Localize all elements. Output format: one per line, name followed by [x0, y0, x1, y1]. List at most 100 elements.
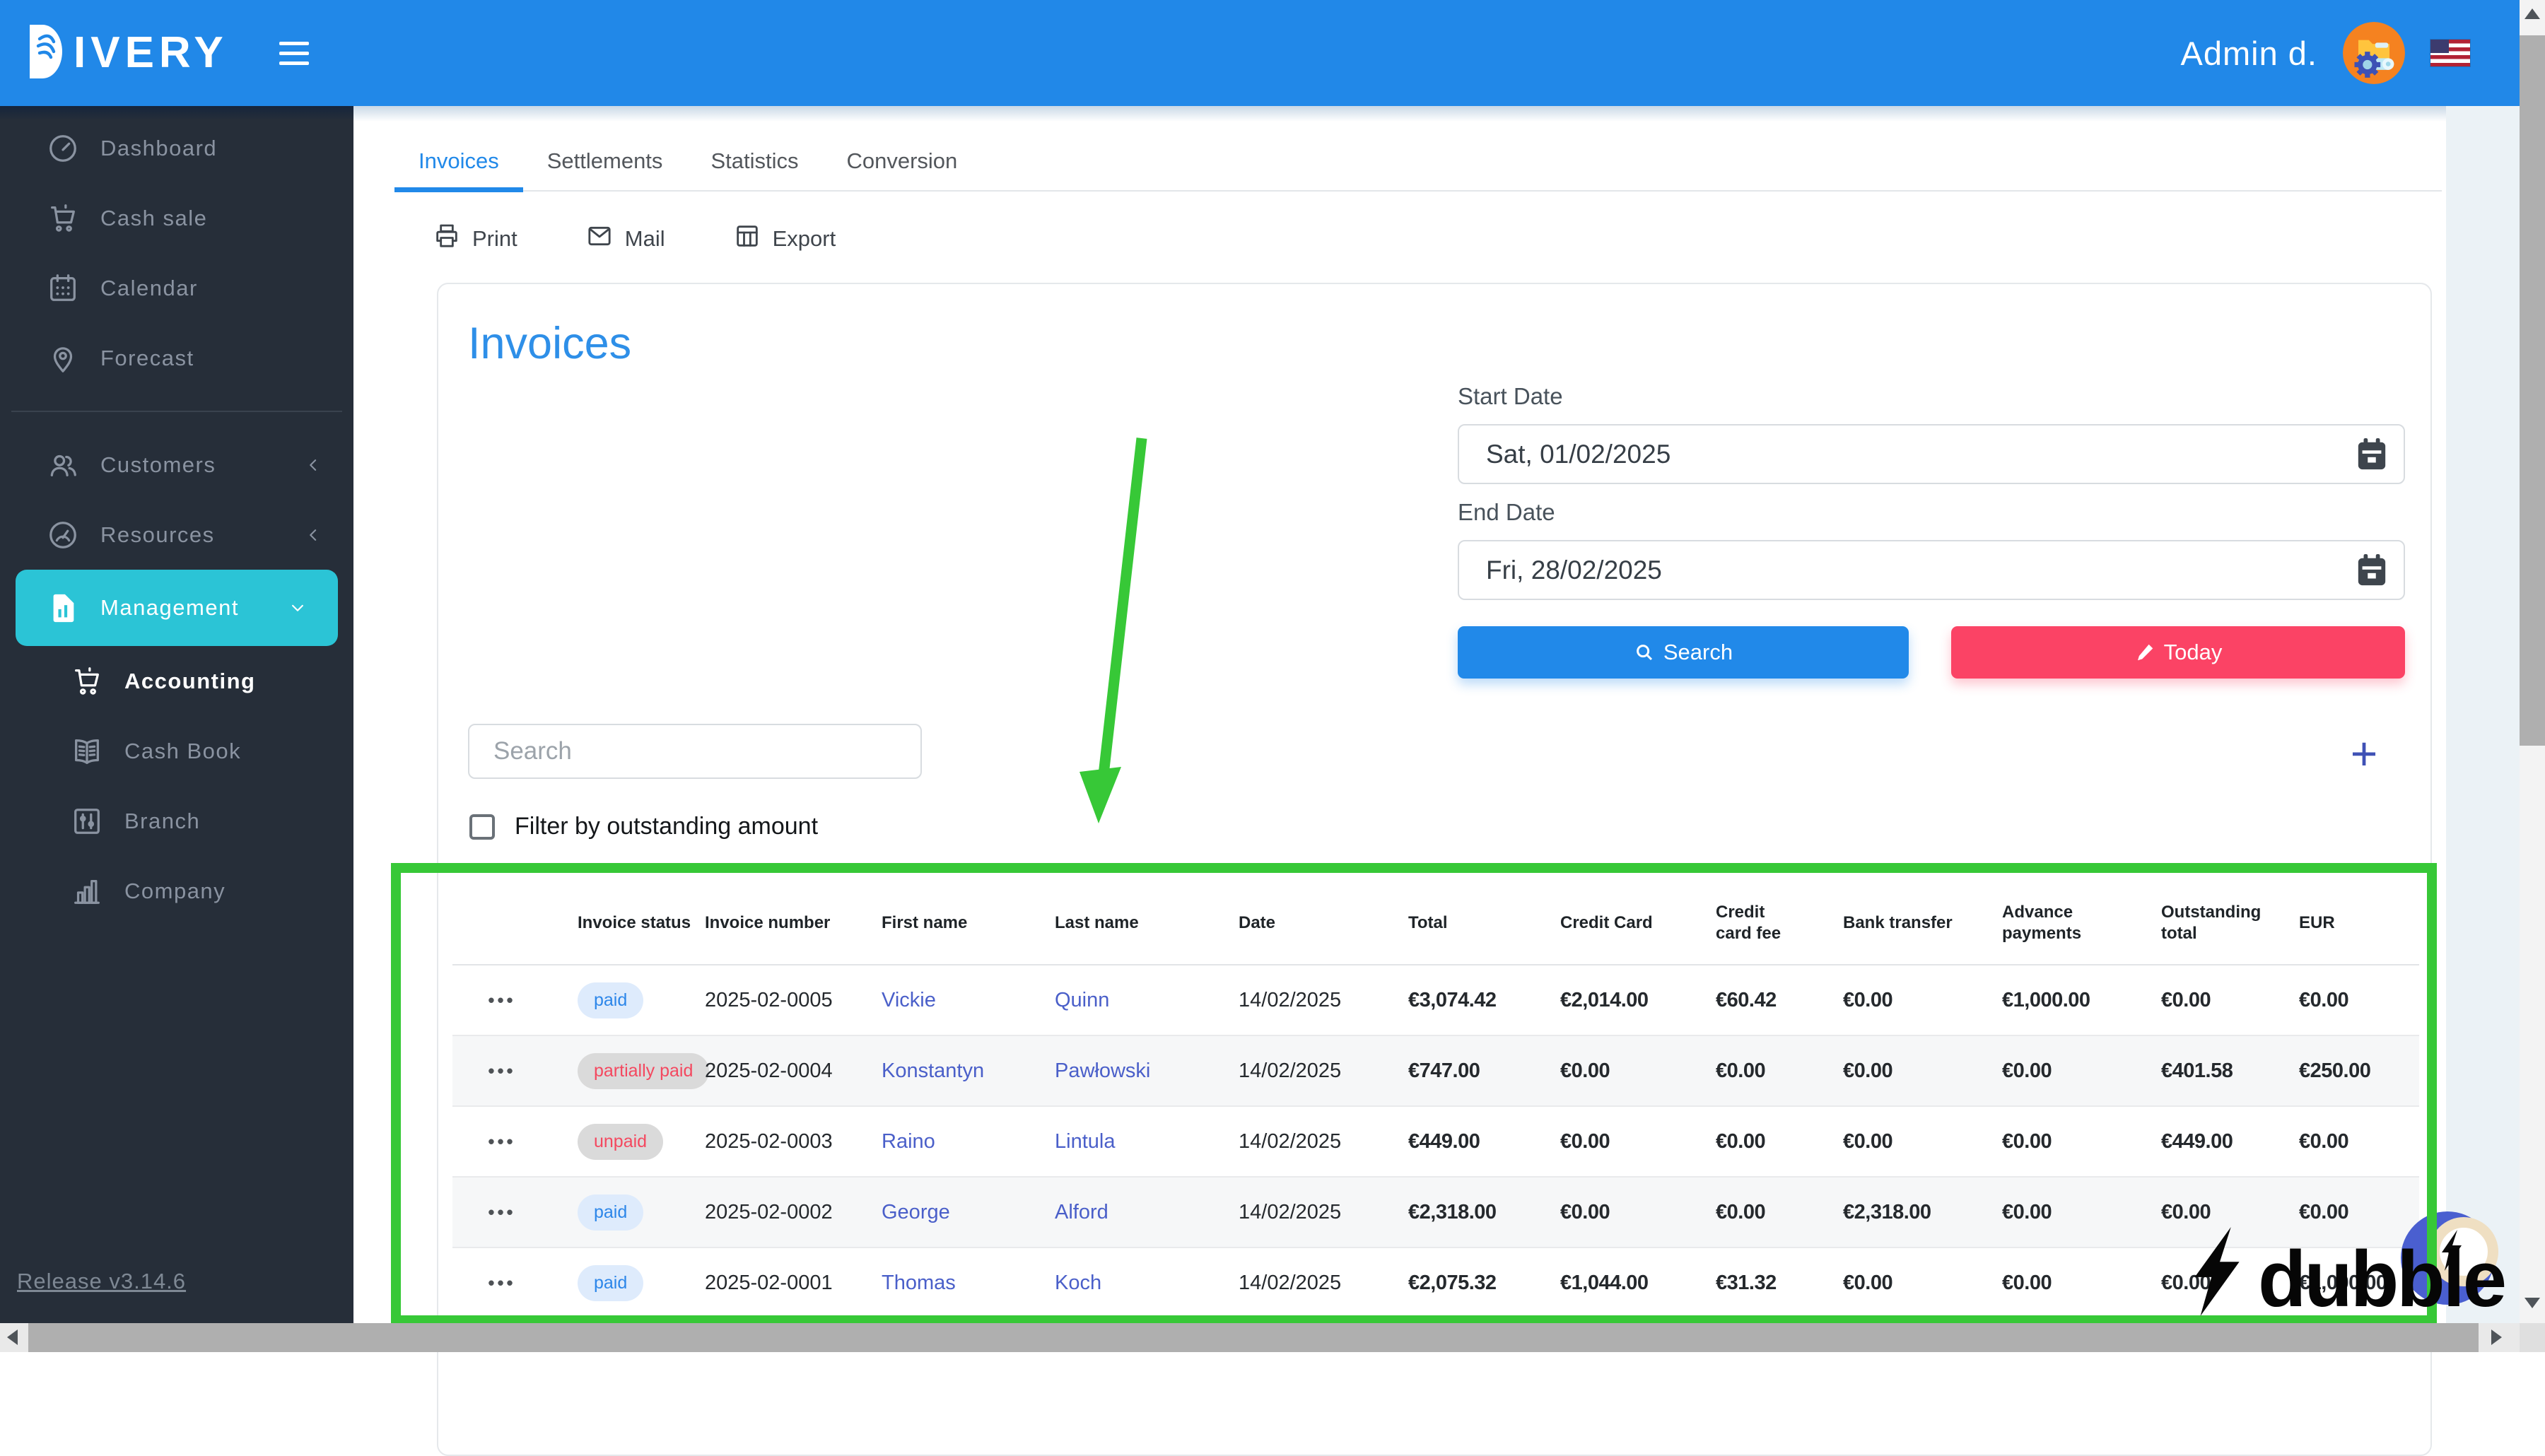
status-badge: paid: [578, 982, 644, 1018]
sidebar-item-management[interactable]: Management: [16, 570, 338, 646]
sidebar-item-branch[interactable]: Branch: [0, 786, 353, 856]
amount-credit-card-fee: €0.00: [1690, 1105, 1817, 1177]
tab-bar-divider: [394, 190, 2442, 192]
sidebar-item-customers[interactable]: Customers: [0, 430, 353, 500]
column-header-bank-transfer: Bank transfer: [1817, 882, 1976, 965]
column-header-advance-payments: Advance payments: [1976, 882, 2135, 965]
horizontal-scrollbar-thumb[interactable]: [28, 1323, 2479, 1352]
dubble-bolt-icon: [2442, 1230, 2462, 1271]
tab-settlements[interactable]: Settlements: [546, 148, 663, 173]
first-name-link[interactable]: George: [882, 1200, 950, 1223]
sidebar: Dashboard Cash sale Calendar Forecast Custom…: [0, 106, 353, 1323]
tab-invoices[interactable]: Invoices: [394, 131, 523, 192]
horizontal-scrollbar[interactable]: [0, 1323, 2520, 1352]
first-name-link[interactable]: Raino: [882, 1129, 935, 1153]
today-button[interactable]: Today: [1951, 626, 2405, 679]
scroll-up-arrow-icon[interactable]: [2524, 8, 2540, 19]
speedometer-icon: [47, 132, 79, 165]
row-menu-icon[interactable]: •••: [484, 989, 520, 1012]
scroll-left-arrow-icon[interactable]: [7, 1329, 18, 1345]
amount-advance-payments: €1,000.00: [2002, 988, 2090, 1011]
table-row: ••• unpaid 2025-02-0003 Raino Lintula 14/02/2…: [452, 1105, 2419, 1177]
tab-conversion[interactable]: Conversion: [846, 148, 958, 173]
amount-eur: €250.00: [2273, 1035, 2419, 1106]
invoice-number: 2025-02-0003: [679, 1105, 855, 1177]
release-version-link[interactable]: Release v3.14.6: [17, 1269, 187, 1293]
export-button[interactable]: Export: [729, 221, 841, 257]
sidebar-item-cash-sale[interactable]: Cash sale: [0, 183, 353, 253]
amount-total: €747.00: [1382, 1035, 1534, 1106]
amount-credit-card: €1,044.00: [1534, 1247, 1690, 1319]
bar-chart-icon: [71, 875, 103, 908]
search-icon: [1637, 645, 1652, 661]
first-name-link[interactable]: Thomas: [882, 1271, 956, 1294]
amount-credit-card: €2,014.00: [1560, 988, 1649, 1011]
first-name-link[interactable]: Konstantyn: [882, 1059, 985, 1082]
user-avatar[interactable]: [2343, 22, 2405, 84]
filter-outstanding-row: Filter by outstanding amount: [469, 813, 818, 840]
table-header-row: Invoice status Invoice number First name La…: [452, 882, 2419, 965]
table-search-input[interactable]: [468, 724, 922, 779]
column-header-first-name: First name: [855, 882, 1029, 965]
column-header-date: Date: [1212, 882, 1382, 965]
app-logo: IVERY: [25, 22, 228, 85]
pencil-icon: [2137, 644, 2153, 661]
filter-outstanding-checkbox[interactable]: [469, 814, 495, 840]
chevron-left-icon: [303, 524, 324, 546]
scroll-down-arrow-icon[interactable]: [2524, 1298, 2540, 1308]
sliders-icon: [71, 805, 103, 838]
end-date-label: End Date: [1458, 499, 1555, 525]
table-row: ••• paid 2025-02-0001 Thomas Koch 14/02/2025 €…: [452, 1247, 2419, 1319]
invoice-number: 2025-02-0001: [679, 1247, 855, 1319]
last-name-link[interactable]: Alford: [1055, 1200, 1108, 1223]
column-header-credit-card-fee: Credit card fee: [1690, 882, 1817, 965]
row-menu-icon[interactable]: •••: [484, 1201, 520, 1224]
row-menu-icon[interactable]: •••: [484, 1272, 520, 1295]
amount-bank-transfer: €0.00: [1817, 1105, 1976, 1177]
search-button[interactable]: Search: [1458, 626, 1909, 679]
sidebar-item-calendar[interactable]: Calendar: [0, 253, 353, 323]
last-name-link[interactable]: Koch: [1055, 1271, 1102, 1294]
page-title: Invoices: [468, 319, 632, 368]
sidebar-item-resources[interactable]: Resources: [0, 500, 353, 570]
mail-button[interactable]: Mail: [581, 221, 669, 257]
invoice-date: 14/02/2025: [1212, 1035, 1382, 1106]
last-name-link[interactable]: Pawłowski: [1055, 1059, 1151, 1082]
invoices-table: Invoice status Invoice number First name La…: [452, 882, 2419, 1319]
status-badge: paid: [578, 1264, 644, 1301]
filter-outstanding-label: Filter by outstanding amount: [515, 813, 819, 840]
column-header-invoice-status: Invoice status: [551, 882, 691, 965]
sidebar-item-forecast[interactable]: Forecast: [0, 323, 353, 393]
user-menu[interactable]: Admin d.: [2180, 34, 2317, 72]
language-us-flag-icon[interactable]: [2430, 40, 2470, 66]
column-header-outstanding-total: Outstanding total: [2135, 882, 2273, 965]
scroll-right-arrow-icon[interactable]: [2491, 1329, 2502, 1345]
amount-total: €449.00: [1382, 1105, 1534, 1177]
sidebar-item-company[interactable]: Company: [0, 856, 353, 926]
column-header-eur: EUR: [2273, 882, 2419, 965]
vertical-scrollbar[interactable]: [2520, 0, 2545, 1323]
hamburger-menu-icon[interactable]: [274, 36, 315, 71]
amount-credit-card-fee: €31.32: [1690, 1247, 1817, 1319]
start-date-input[interactable]: [1458, 424, 2405, 484]
sidebar-item-dashboard[interactable]: Dashboard: [0, 113, 353, 183]
sidebar-item-accounting[interactable]: Accounting: [0, 646, 353, 716]
first-name-link[interactable]: Vickie: [882, 988, 936, 1011]
sidebar-item-cash-book[interactable]: Cash Book: [0, 716, 353, 786]
last-name-link[interactable]: Lintula: [1055, 1129, 1116, 1153]
add-invoice-button[interactable]: +: [2339, 728, 2389, 779]
row-menu-icon[interactable]: •••: [484, 1130, 520, 1153]
last-name-link[interactable]: Quinn: [1055, 988, 1110, 1011]
export-table-icon: [733, 222, 761, 256]
vertical-scrollbar-thumb[interactable]: [2520, 35, 2545, 746]
calendar-icon[interactable]: [2356, 437, 2388, 472]
tab-statistics[interactable]: Statistics: [710, 148, 799, 173]
calendar-icon[interactable]: [2356, 553, 2388, 588]
row-menu-icon[interactable]: •••: [484, 1059, 520, 1083]
book-icon: [71, 735, 103, 768]
print-button[interactable]: Print: [428, 221, 522, 257]
envelope-icon: [585, 222, 614, 256]
logo-wordmark: IVERY: [74, 28, 228, 77]
end-date-input[interactable]: [1458, 540, 2405, 600]
amount-total: €2,075.32: [1382, 1247, 1534, 1319]
